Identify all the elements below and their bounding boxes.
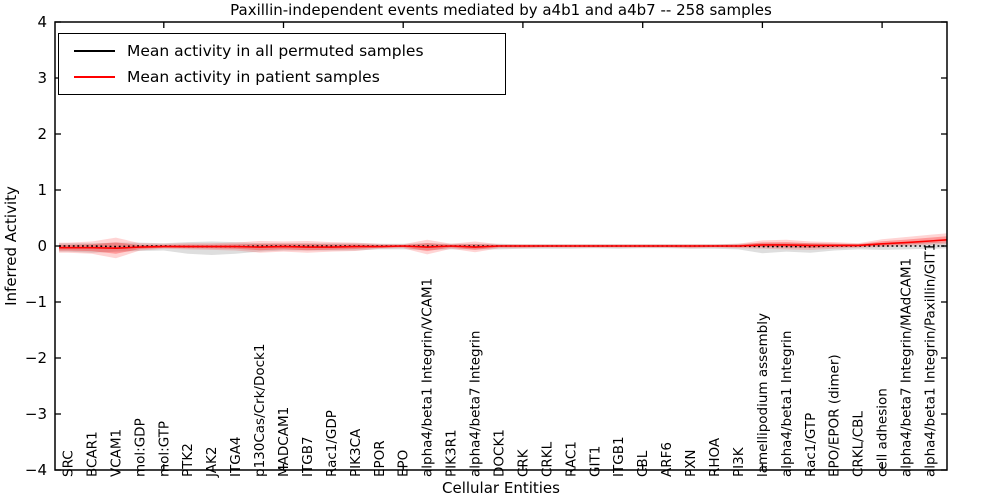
legend-item-permuted: Mean activity in all permuted samples (59, 42, 505, 60)
x-tick-label: lamellipodium assembly (755, 313, 771, 477)
x-tick-label: JAK2 (204, 447, 220, 478)
x-tick-label: cell adhesion (875, 388, 891, 477)
x-tick-label: ITGB7 (300, 436, 316, 477)
x-tick-label: GIT1 (587, 446, 603, 477)
x-tick-label: CRKL/CBL (851, 411, 867, 477)
x-tick-label: alpha4/beta7 Integrin/MAdCAM1 (899, 258, 915, 477)
legend-item-patient: Mean activity in patient samples (59, 68, 505, 86)
x-tick-label: BCAR1 (84, 431, 100, 477)
x-tick-label: alpha4/beta1 Integrin/VCAM1 (420, 278, 436, 477)
y-tick-label: −1 (25, 293, 47, 311)
y-tick-label: −2 (25, 349, 47, 367)
x-tick-label: RAC1 (563, 441, 579, 477)
x-tick-label: RHOA (707, 437, 723, 477)
x-tick-label: Rac1/GTP (803, 413, 819, 477)
x-tick-label: CBL (635, 450, 651, 477)
legend-line-permuted-swatch (74, 50, 115, 52)
x-tick-label: mol:GTP (156, 421, 172, 477)
x-tick-label: alpha4/beta1 Integrin/Paxillin/GIT1 (923, 243, 939, 477)
x-tick-label: p130Cas/Crk/Dock1 (252, 344, 268, 477)
x-tick-label: PXN (683, 450, 699, 478)
y-tick-label: 4 (37, 13, 47, 31)
legend-line-patient-swatch (74, 76, 115, 78)
patient-mean-line (59, 239, 948, 250)
x-tick-label: CRKL (539, 441, 555, 477)
legend-label-permuted: Mean activity in all permuted samples (127, 42, 424, 60)
x-tick-label: EPO (396, 450, 412, 477)
x-tick-label: DOCK1 (492, 429, 508, 477)
y-tick-label: 2 (37, 125, 47, 143)
x-tick-label: VCAM1 (108, 429, 124, 477)
y-tick-label: 1 (37, 181, 47, 199)
permuted-std-band (59, 241, 947, 255)
y-tick-label: 0 (37, 237, 47, 255)
x-tick-label: mol:GDP (132, 418, 148, 477)
chart-title: Paxillin-independent events mediated by … (230, 1, 772, 19)
y-tick-label: −4 (25, 461, 47, 479)
x-tick-label: ARF6 (659, 442, 675, 477)
x-tick-label: ITGA4 (228, 436, 244, 477)
x-tick-label: Rac1/GDP (324, 410, 340, 477)
y-tick-label: 3 (37, 69, 47, 87)
x-tick-label: PTK2 (180, 443, 196, 477)
x-tick-label: PI3K (731, 446, 747, 477)
x-tick-label: alpha4/beta1 Integrin (779, 331, 795, 477)
x-tick-label: CRK (515, 448, 531, 477)
legend-label-patient: Mean activity in patient samples (127, 68, 380, 86)
y-tick-label: −3 (25, 405, 47, 423)
x-tick-label: EPO/EPOR (dimer) (827, 354, 843, 477)
x-tick-label: ITGB1 (611, 436, 627, 477)
legend: Mean activity in all permuted samples Me… (58, 33, 506, 95)
x-tick-label: MADCAM1 (276, 407, 292, 477)
x-tick-label: alpha4/beta7 Integrin (468, 331, 484, 477)
x-tick-label: PIK3CA (348, 428, 364, 477)
x-tick-label: PIK3R1 (444, 429, 460, 477)
x-axis-title: Cellular Entities (442, 479, 560, 497)
y-axis-title: Inferred Activity (2, 186, 20, 306)
x-tick-label: SRC (61, 450, 77, 477)
x-tick-label: EPOR (372, 440, 388, 477)
